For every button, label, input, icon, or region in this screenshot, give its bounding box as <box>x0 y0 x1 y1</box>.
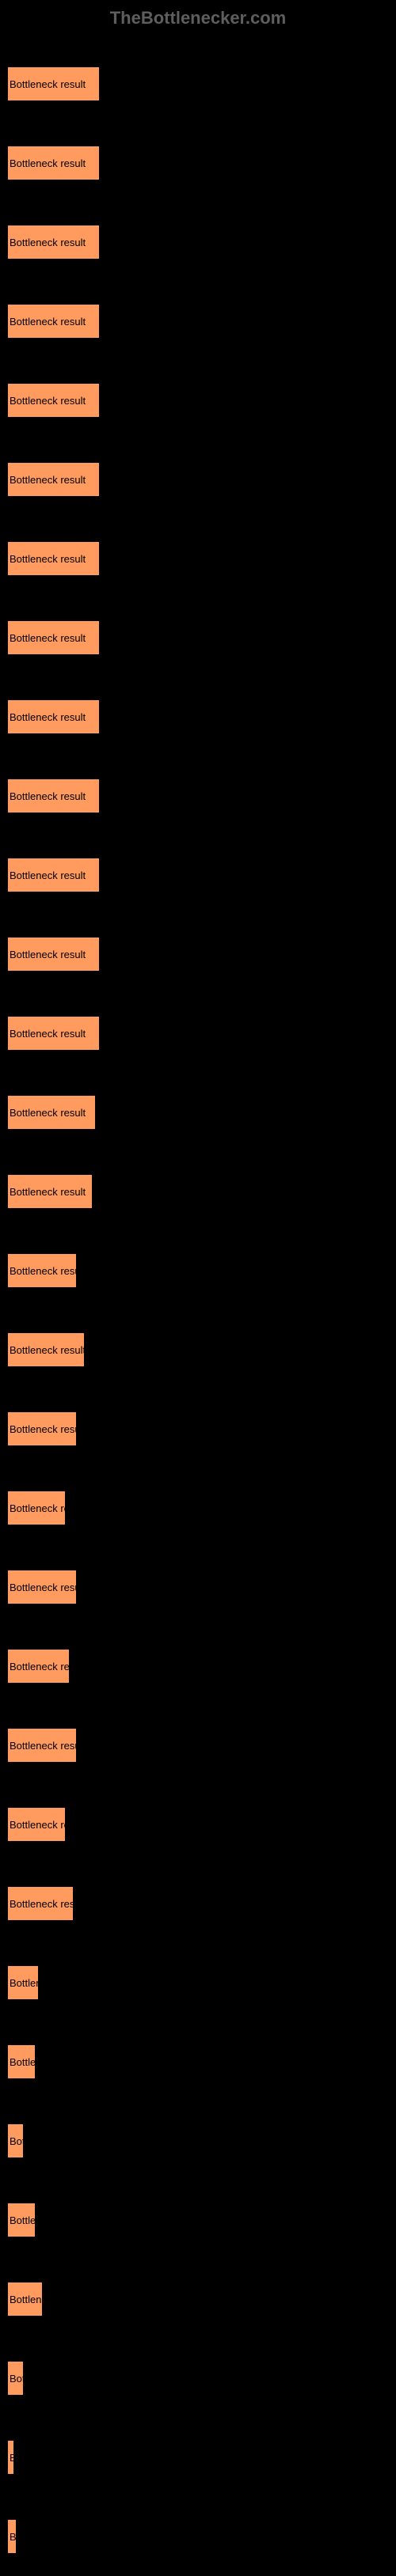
bar-label: Bottleneck result <box>10 157 86 169</box>
bar-row: Bottleneck result <box>8 1627 388 1706</box>
bar-label: Bottleneck result <box>10 1107 86 1119</box>
bar-label: Bottleneck result <box>10 1423 76 1435</box>
bar-label: Bottleneck result <box>10 2294 42 2305</box>
bar: Bottleneck result <box>8 67 99 100</box>
bar-row: Bottleneck result <box>8 1864 388 1943</box>
bar-row: Bottleneck result <box>8 361 388 440</box>
bar: Bottleneck result <box>8 2045 35 2078</box>
bar-label: Bottleneck result <box>10 316 86 328</box>
bar-label: Bottleneck result <box>10 2056 35 2068</box>
bar-label: Bottleneck result <box>10 1819 65 1831</box>
bar-label: Bottleneck result <box>10 632 86 644</box>
bar: Bottleneck result <box>8 2282 42 2316</box>
bar: Bottleneck result <box>8 779 99 813</box>
page-title: TheBottlenecker.com <box>0 0 396 44</box>
bar: Bottleneck result <box>8 938 99 971</box>
bar-row: Bottleneck result <box>8 1706 388 1785</box>
bar-label: Bottleneck result <box>10 1582 76 1593</box>
bar-label: Bottleneck result <box>10 1344 84 1356</box>
bar: Bottleneck result <box>8 1254 76 1287</box>
bar-row: Bottleneck result <box>8 123 388 203</box>
bar-row: Bottleneck result <box>8 44 388 123</box>
bar-row: Bottleneck result <box>8 1152 388 1231</box>
bar: Bottleneck result <box>8 146 99 180</box>
bar: Bottleneck result <box>8 2124 23 2157</box>
bar-label: Bottleneck result <box>10 1265 76 1277</box>
bar-row: Bottleneck result <box>8 2101 388 2180</box>
bar: Bottleneck result <box>8 2362 23 2395</box>
bar-label: Bottleneck result <box>10 1661 69 1673</box>
bar-label: Bottleneck result <box>10 869 86 881</box>
bar: Bottleneck result <box>8 225 99 259</box>
bar-row: Bottleneck result <box>8 598 388 677</box>
bar-row: Bottleneck result <box>8 1310 388 1389</box>
bar: Bottleneck result <box>8 1650 69 1683</box>
bar-row: Bottleneck result <box>8 835 388 915</box>
bar-row: Bottleneck result <box>8 915 388 994</box>
bar: Bottleneck result <box>8 2203 35 2237</box>
bar: Bottleneck result <box>8 1096 95 1129</box>
bar-row: Bottleneck result <box>8 2497 388 2576</box>
bar-row: Bottleneck result <box>8 1468 388 1547</box>
bar: Bottleneck result <box>8 1729 76 1762</box>
bar-row: Bottleneck result <box>8 677 388 756</box>
bar-row: Bottleneck result <box>8 2339 388 2418</box>
bar: Bottleneck result <box>8 1017 99 1050</box>
bar-row: Bottleneck result <box>8 2418 388 2497</box>
bar: Bottleneck result <box>8 621 99 654</box>
bar-label: Bottleneck result <box>10 1186 86 1198</box>
bar-row: Bottleneck result <box>8 2180 388 2260</box>
bar-label: Bottleneck result <box>10 1898 73 1910</box>
bar-row: Bottleneck result <box>8 1943 388 2022</box>
bar-label: Bottleneck result <box>10 949 86 960</box>
bar: Bottleneck result <box>8 2441 13 2474</box>
bar: Bottleneck result <box>8 384 99 417</box>
bar-label: Bottleneck result <box>10 78 86 90</box>
bar-label: Bottleneck result <box>10 790 86 802</box>
bar-label: Bottleneck result <box>10 2373 23 2385</box>
bar: Bottleneck result <box>8 700 99 733</box>
bar: Bottleneck result <box>8 1887 73 1920</box>
bar: Bottleneck result <box>8 1570 76 1604</box>
bar-label: Bottleneck result <box>10 237 86 248</box>
bar-label: Bottleneck result <box>10 2452 13 2464</box>
bar-chart: Bottleneck result Bottleneck result Bottle… <box>0 44 396 2576</box>
bar-row: Bottleneck result <box>8 2260 388 2339</box>
bar-row: Bottleneck result <box>8 756 388 835</box>
bar-row: Bottleneck result <box>8 1231 388 1310</box>
bar-row: Bottleneck result <box>8 994 388 1073</box>
bar-row: Bottleneck result <box>8 2022 388 2101</box>
bar: Bottleneck result <box>8 1175 92 1208</box>
bar-label: Bottleneck result <box>10 711 86 723</box>
bar: Bottleneck result <box>8 542 99 575</box>
bar-label: Bottleneck result <box>10 1740 76 1752</box>
bar-row: Bottleneck result <box>8 282 388 361</box>
bar: Bottleneck result <box>8 1808 65 1841</box>
bar-row: Bottleneck result <box>8 1389 388 1468</box>
bar-label: Bottleneck result <box>10 1502 65 1514</box>
bar-label: Bottleneck result <box>10 553 86 565</box>
bar-label: Bottleneck result <box>10 1977 38 1989</box>
bar-row: Bottleneck result <box>8 1785 388 1864</box>
bar: Bottleneck result <box>8 1333 84 1366</box>
bar: Bottleneck result <box>8 1491 65 1525</box>
bar-row: Bottleneck result <box>8 440 388 519</box>
bar-row: Bottleneck result <box>8 1073 388 1152</box>
bar: Bottleneck result <box>8 305 99 338</box>
bar: Bottleneck result <box>8 1966 38 1999</box>
bar-label: Bottleneck result <box>10 2531 16 2543</box>
bar-row: Bottleneck result <box>8 519 388 598</box>
bar-label: Bottleneck result <box>10 1028 86 1040</box>
bar-row: Bottleneck result <box>8 1547 388 1627</box>
bar-label: Bottleneck result <box>10 474 86 486</box>
bar: Bottleneck result <box>8 858 99 892</box>
bar-label: Bottleneck result <box>10 2135 23 2147</box>
bar-label: Bottleneck result <box>10 2214 35 2226</box>
bar-label: Bottleneck result <box>10 395 86 407</box>
bar: Bottleneck result <box>8 463 99 496</box>
bar-row: Bottleneck result <box>8 203 388 282</box>
bar: Bottleneck result <box>8 2520 16 2553</box>
bar: Bottleneck result <box>8 1412 76 1445</box>
